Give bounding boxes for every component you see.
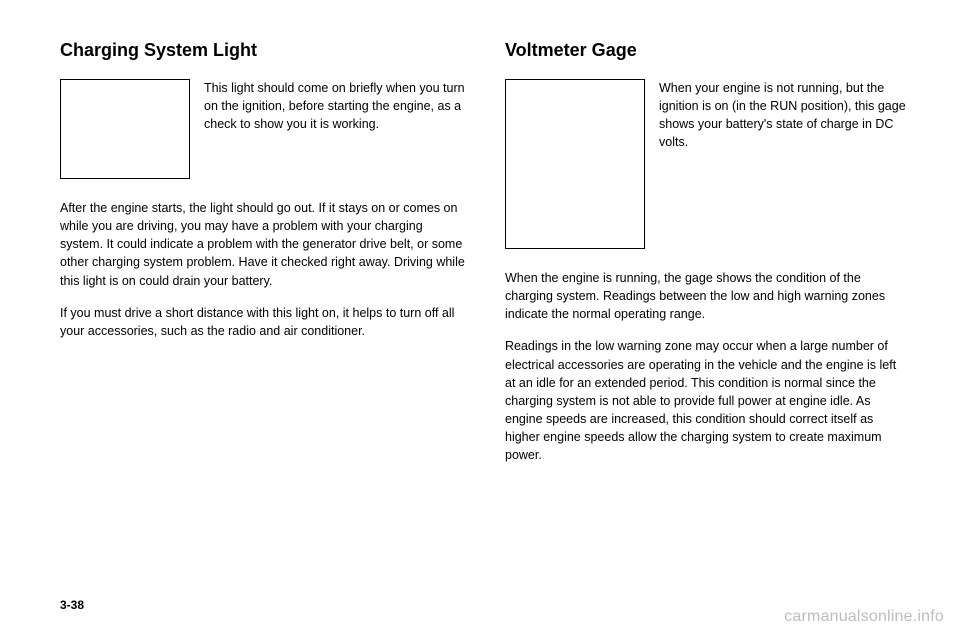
charging-para-2: If you must drive a short distance with … bbox=[60, 304, 465, 340]
voltmeter-heading: Voltmeter Gage bbox=[505, 40, 910, 61]
charging-light-icon bbox=[60, 79, 190, 179]
voltmeter-para-2: Readings in the low warning zone may occ… bbox=[505, 337, 910, 464]
charging-system-heading: Charging System Light bbox=[60, 40, 465, 61]
charging-para-1: After the engine starts, the light shoul… bbox=[60, 199, 465, 290]
voltmeter-side-text: When your engine is not running, but the… bbox=[659, 79, 910, 152]
left-column: Charging System Light This light should … bbox=[60, 40, 465, 478]
page-number: 3-38 bbox=[60, 598, 84, 612]
charging-side-text: This light should come on briefly when y… bbox=[204, 79, 465, 133]
charging-icon-row: This light should come on briefly when y… bbox=[60, 79, 465, 179]
right-column: Voltmeter Gage When your engine is not r… bbox=[505, 40, 910, 478]
manual-page: Charging System Light This light should … bbox=[0, 0, 960, 478]
voltmeter-para-1: When the engine is running, the gage sho… bbox=[505, 269, 910, 323]
voltmeter-gage-icon bbox=[505, 79, 645, 249]
voltmeter-icon-row: When your engine is not running, but the… bbox=[505, 79, 910, 249]
watermark-text: carmanualsonline.info bbox=[784, 608, 944, 626]
